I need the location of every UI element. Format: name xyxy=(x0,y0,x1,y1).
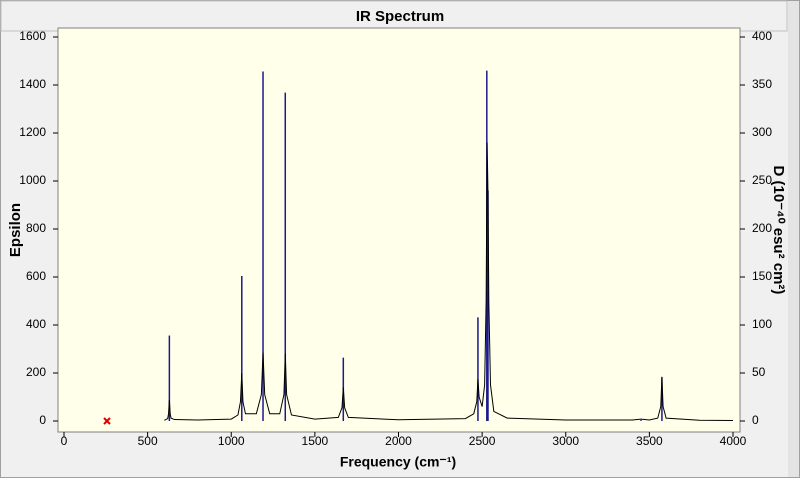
scroll-strip xyxy=(788,1,799,477)
x-tick-label: 2500 xyxy=(469,434,496,448)
y-tick-label: 400 xyxy=(26,317,46,331)
x-tick-label: 4000 xyxy=(720,434,747,448)
y-tick-label: 1000 xyxy=(19,173,46,187)
x-tick-label: 3000 xyxy=(552,434,579,448)
y2-tick-label: 50 xyxy=(752,365,766,379)
x-tick-label: 1500 xyxy=(302,434,329,448)
x-axis-title: Frequency (cm⁻¹) xyxy=(340,454,456,470)
y2-tick-label: 150 xyxy=(752,269,772,283)
x-tick-label: 2000 xyxy=(385,434,412,448)
x-tick-label: 3500 xyxy=(636,434,663,448)
title-bar xyxy=(0,0,788,32)
y-tick-label: 1600 xyxy=(19,29,46,43)
spectrum-line xyxy=(164,142,734,422)
plot-area xyxy=(57,27,741,433)
y2-tick-label: 400 xyxy=(752,29,772,43)
y2-tick-label: 200 xyxy=(752,221,772,235)
y-tick-label: 800 xyxy=(26,221,46,235)
y2-tick-label: 0 xyxy=(752,413,759,427)
y2-tick-label: 250 xyxy=(752,173,772,187)
x-tick-label: 1000 xyxy=(218,434,245,448)
y-tick-label: 1200 xyxy=(19,125,46,139)
cursor-marker xyxy=(103,417,111,425)
y-tick-label: 1400 xyxy=(19,77,46,91)
y2-tick-label: 350 xyxy=(752,77,772,91)
y-tick-label: 600 xyxy=(26,269,46,283)
y-tick-label: 200 xyxy=(26,365,46,379)
y2-axis-title: D (10⁻⁴⁰ esu² cm²) xyxy=(770,166,787,295)
x-tick-label: 500 xyxy=(138,434,158,448)
y2-tick-label: 100 xyxy=(752,317,772,331)
y2-tick-label: 300 xyxy=(752,125,772,139)
y-tick-label: 0 xyxy=(39,413,46,427)
y-axis-title: Epsilon xyxy=(7,203,24,257)
chart-title: IR Spectrum xyxy=(356,8,444,25)
x-tick-label: 0 xyxy=(61,434,68,448)
